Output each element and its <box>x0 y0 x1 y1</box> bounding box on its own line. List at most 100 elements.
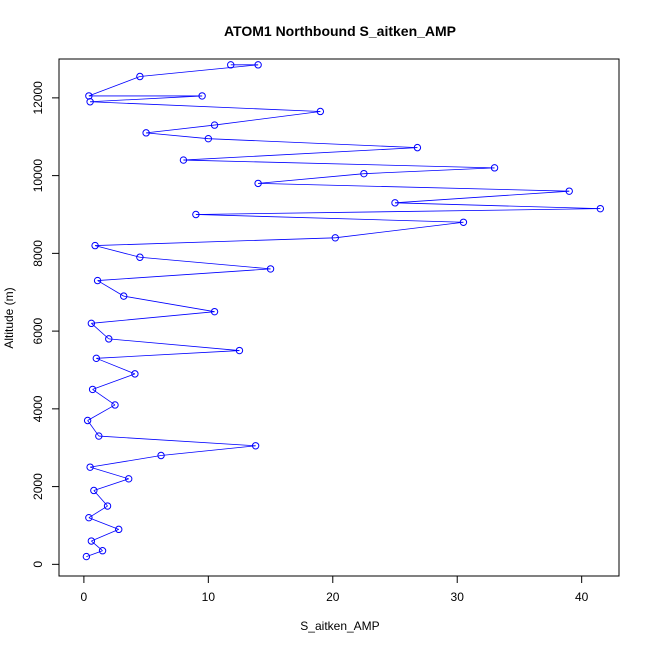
y-tick-label: 2000 <box>31 473 45 500</box>
series <box>82 61 605 561</box>
series-line-segment <box>146 124 215 134</box>
data-point <box>103 502 112 510</box>
data-point <box>596 204 605 213</box>
data-point <box>111 401 119 409</box>
series-line-segment <box>91 540 103 552</box>
series-line-segment <box>95 237 336 246</box>
series-line-segment <box>183 159 495 169</box>
series-line-segment <box>93 478 129 491</box>
data-point <box>83 416 92 425</box>
data-point <box>85 513 93 522</box>
series-line-segment <box>214 111 321 126</box>
series-line-segment <box>91 311 215 324</box>
x-tick-label: 20 <box>326 590 340 604</box>
series-line-segment <box>86 550 103 557</box>
series-line-segment <box>92 389 116 406</box>
data-point <box>210 307 219 316</box>
series-line-segment <box>90 101 321 112</box>
data-point <box>92 354 101 363</box>
y-axis-label: Altitude (m) <box>2 287 16 348</box>
series-line-segment <box>97 268 271 281</box>
series-line-segment <box>146 132 209 140</box>
series-line-segment <box>258 173 364 184</box>
x-tick-label: 30 <box>451 590 465 604</box>
data-point <box>331 234 339 242</box>
series-line-segment <box>96 350 240 359</box>
data-point <box>90 486 98 495</box>
data-point <box>360 169 368 178</box>
data-point <box>86 463 94 471</box>
data-point <box>254 179 262 188</box>
series-line-segment <box>139 64 259 77</box>
data-point <box>251 442 260 450</box>
data-point <box>198 92 206 100</box>
data-point <box>93 276 102 285</box>
series-line-segment <box>98 435 256 447</box>
series-line-segment <box>88 517 119 530</box>
series-line-segment <box>90 455 162 468</box>
series-line-segment <box>195 214 464 223</box>
y-tick-label: 10000 <box>31 159 45 193</box>
series-line-segment <box>97 280 124 297</box>
y-axis-ticks: 0 2000 4000 6000 8000 10000 12000 <box>31 81 59 568</box>
series-line-segment <box>394 190 570 204</box>
y-tick-label: 8000 <box>31 240 45 267</box>
x-tick-label: 10 <box>202 590 216 604</box>
data-point <box>266 265 275 273</box>
series-line-segment <box>394 202 601 210</box>
series-line-segment <box>258 182 570 192</box>
y-tick-label: 0 <box>31 561 45 568</box>
x-tick-label: 0 <box>81 590 88 604</box>
data-point <box>565 187 573 195</box>
data-point <box>95 432 103 440</box>
chart-title: ATOM1 Northbound S_aitken_AMP <box>224 23 456 39</box>
series-line-segment <box>94 245 140 258</box>
data-point <box>87 537 96 545</box>
series-line-segment <box>90 95 203 103</box>
data-point <box>136 253 144 261</box>
data-point <box>490 164 499 172</box>
x-tick-label: 40 <box>575 590 589 604</box>
data-point <box>87 319 96 328</box>
data-point <box>82 552 91 561</box>
data-point <box>124 475 133 483</box>
data-point <box>204 134 213 143</box>
data-point <box>136 72 144 81</box>
series-line-segment <box>195 208 601 215</box>
y-tick-label: 6000 <box>31 317 45 344</box>
series-line-segment <box>363 167 495 175</box>
series-line-segment <box>88 76 141 97</box>
data-point <box>120 292 128 300</box>
data-point <box>192 210 200 219</box>
series-line-segment <box>161 445 256 456</box>
data-point <box>105 335 113 343</box>
data-point <box>210 121 219 129</box>
data-point <box>91 241 99 250</box>
series-line-segment <box>96 357 136 375</box>
series-line-segment <box>208 138 418 149</box>
series-line-segment <box>335 221 464 239</box>
series-line-segment <box>139 256 271 270</box>
series-line-segment <box>123 295 215 313</box>
data-point <box>316 107 325 116</box>
data-point <box>413 143 422 152</box>
plot-area <box>82 61 605 561</box>
data-point <box>235 346 244 355</box>
plot-frame <box>58 58 620 577</box>
series-line-segment <box>108 338 240 351</box>
series-line-segment <box>87 404 116 421</box>
x-axis-label: S_aitken_AMP <box>300 619 379 633</box>
data-point <box>115 525 123 534</box>
series-line-segment <box>91 528 119 542</box>
data-point <box>88 385 97 394</box>
data-point <box>98 547 107 555</box>
data-point <box>179 156 188 164</box>
y-tick-label: 4000 <box>31 395 45 422</box>
x-axis-ticks: 0 10 20 30 40 <box>81 576 589 604</box>
series-line-segment <box>92 373 136 390</box>
y-tick-label: 12000 <box>31 81 45 115</box>
data-point <box>459 218 468 226</box>
data-point <box>254 61 262 69</box>
data-point <box>157 451 165 460</box>
